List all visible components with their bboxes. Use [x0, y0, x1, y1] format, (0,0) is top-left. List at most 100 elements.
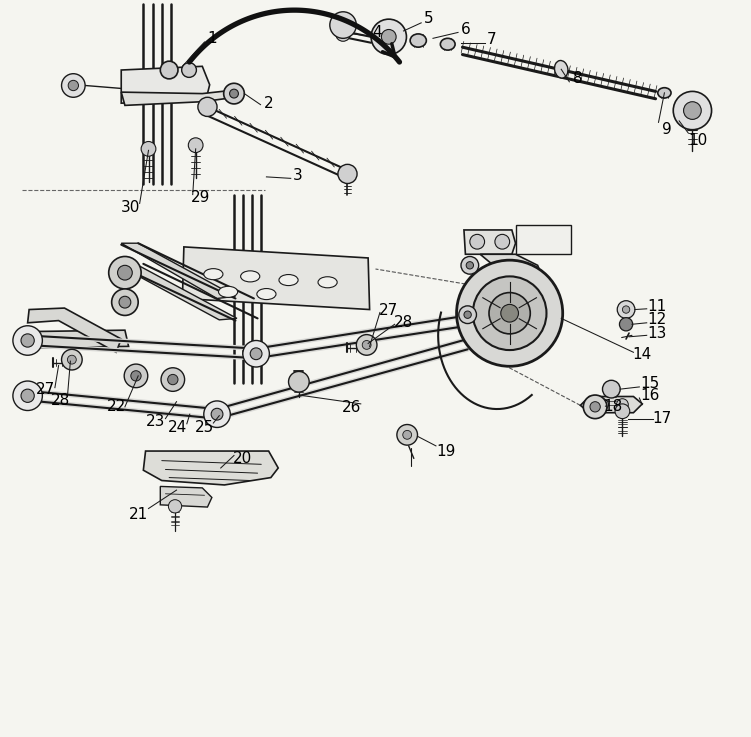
Circle shape: [397, 425, 418, 445]
Circle shape: [112, 289, 138, 315]
Circle shape: [211, 408, 223, 420]
Circle shape: [683, 102, 701, 119]
Polygon shape: [143, 451, 278, 485]
Text: 11: 11: [647, 299, 667, 314]
Circle shape: [13, 326, 42, 355]
Circle shape: [160, 61, 178, 79]
Text: 27: 27: [379, 303, 398, 318]
Polygon shape: [121, 90, 236, 105]
Text: 29: 29: [191, 190, 210, 205]
Circle shape: [382, 29, 396, 44]
Text: 9: 9: [662, 122, 672, 137]
Ellipse shape: [318, 277, 337, 288]
Circle shape: [124, 364, 148, 388]
Polygon shape: [121, 66, 210, 103]
Circle shape: [288, 371, 309, 392]
Circle shape: [461, 256, 478, 274]
Polygon shape: [26, 330, 128, 348]
Text: 8: 8: [573, 71, 583, 86]
Text: 1: 1: [207, 31, 217, 46]
Ellipse shape: [658, 88, 671, 98]
Text: 5: 5: [424, 11, 433, 26]
Circle shape: [204, 401, 231, 427]
Circle shape: [330, 12, 356, 38]
Circle shape: [13, 381, 42, 411]
Circle shape: [459, 306, 476, 324]
Circle shape: [470, 234, 484, 249]
Ellipse shape: [410, 34, 427, 47]
Circle shape: [596, 399, 608, 411]
Polygon shape: [581, 397, 642, 413]
Ellipse shape: [279, 275, 298, 286]
Circle shape: [68, 355, 77, 364]
Text: 16: 16: [640, 388, 659, 403]
Circle shape: [167, 374, 178, 385]
Circle shape: [620, 318, 632, 331]
Text: 7: 7: [487, 32, 496, 47]
Circle shape: [131, 371, 141, 381]
Circle shape: [21, 334, 35, 347]
Circle shape: [141, 142, 156, 156]
Text: 18: 18: [603, 399, 623, 413]
Polygon shape: [160, 486, 212, 507]
Circle shape: [119, 296, 131, 308]
Polygon shape: [182, 247, 369, 310]
Circle shape: [673, 91, 711, 130]
Text: 3: 3: [293, 168, 303, 183]
Circle shape: [109, 256, 141, 289]
Circle shape: [230, 89, 238, 98]
Text: 22: 22: [107, 399, 125, 414]
Ellipse shape: [257, 289, 276, 300]
Text: 2: 2: [264, 96, 273, 111]
Text: 15: 15: [640, 377, 659, 391]
Text: 10: 10: [689, 133, 708, 147]
Text: 24: 24: [168, 420, 188, 435]
Circle shape: [338, 164, 357, 184]
Circle shape: [356, 335, 377, 355]
Circle shape: [371, 19, 406, 55]
Ellipse shape: [204, 269, 223, 279]
Text: 27: 27: [36, 382, 55, 397]
Ellipse shape: [219, 287, 237, 298]
Text: 30: 30: [121, 200, 140, 215]
Text: 28: 28: [394, 315, 413, 329]
Circle shape: [198, 97, 217, 116]
Circle shape: [403, 430, 412, 439]
Text: 28: 28: [50, 394, 70, 408]
Circle shape: [161, 368, 185, 391]
Circle shape: [62, 349, 82, 370]
Circle shape: [501, 304, 518, 322]
Circle shape: [182, 63, 197, 77]
Circle shape: [584, 395, 607, 419]
Polygon shape: [28, 308, 121, 352]
Text: 21: 21: [128, 507, 148, 522]
Polygon shape: [121, 243, 236, 298]
Circle shape: [466, 262, 474, 269]
Circle shape: [615, 404, 630, 419]
Circle shape: [623, 306, 630, 313]
Circle shape: [224, 83, 244, 104]
Text: 12: 12: [647, 312, 667, 327]
Circle shape: [617, 399, 629, 411]
Circle shape: [250, 348, 262, 360]
Circle shape: [336, 27, 351, 41]
Ellipse shape: [440, 38, 455, 50]
Ellipse shape: [240, 271, 260, 282]
Text: 6: 6: [460, 22, 470, 37]
Circle shape: [464, 311, 472, 318]
Text: 13: 13: [647, 326, 667, 340]
Circle shape: [473, 276, 547, 350]
Text: 17: 17: [653, 411, 672, 426]
Circle shape: [362, 340, 371, 349]
Circle shape: [243, 340, 270, 367]
Text: 25: 25: [195, 420, 214, 435]
Text: 4: 4: [372, 25, 382, 40]
Circle shape: [68, 80, 79, 91]
Polygon shape: [475, 301, 545, 339]
Circle shape: [62, 74, 85, 97]
Circle shape: [602, 380, 620, 398]
Circle shape: [168, 500, 182, 513]
Circle shape: [489, 293, 530, 334]
Polygon shape: [121, 265, 237, 320]
Ellipse shape: [554, 60, 568, 78]
